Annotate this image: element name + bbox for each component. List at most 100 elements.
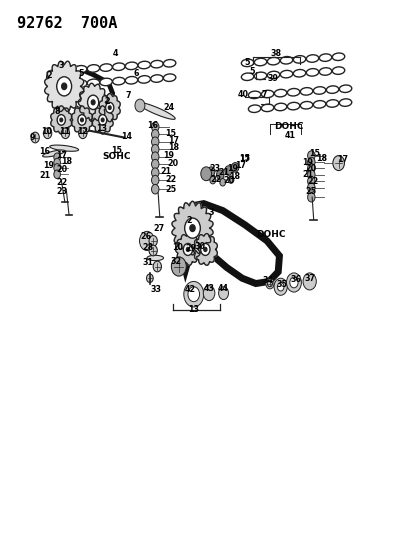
- Circle shape: [139, 231, 154, 251]
- Text: 28: 28: [142, 244, 154, 252]
- Circle shape: [277, 282, 283, 291]
- Circle shape: [153, 261, 161, 272]
- Circle shape: [151, 152, 159, 161]
- Text: 36: 36: [290, 276, 300, 284]
- Text: 18: 18: [229, 173, 240, 181]
- Text: 4: 4: [113, 49, 119, 58]
- Circle shape: [54, 164, 60, 172]
- Text: 7: 7: [125, 92, 131, 100]
- Text: DOHC: DOHC: [273, 122, 303, 131]
- Circle shape: [219, 179, 225, 186]
- Circle shape: [151, 175, 159, 185]
- Circle shape: [188, 287, 199, 302]
- Ellipse shape: [339, 99, 351, 107]
- Text: 16: 16: [147, 121, 157, 130]
- Text: 13: 13: [188, 305, 199, 313]
- Ellipse shape: [150, 60, 163, 68]
- Text: 30: 30: [195, 242, 205, 251]
- Ellipse shape: [325, 100, 338, 107]
- Text: 40: 40: [237, 91, 248, 99]
- Circle shape: [108, 106, 111, 109]
- Text: 22: 22: [164, 175, 176, 183]
- Circle shape: [265, 278, 273, 289]
- Text: 38: 38: [271, 49, 281, 58]
- Text: 19: 19: [163, 151, 174, 160]
- Circle shape: [231, 163, 238, 172]
- Ellipse shape: [74, 80, 87, 87]
- Circle shape: [101, 118, 104, 122]
- Text: 2: 2: [104, 97, 109, 106]
- Text: 18: 18: [168, 143, 179, 152]
- Circle shape: [78, 115, 86, 125]
- Polygon shape: [71, 106, 92, 134]
- Text: 29: 29: [185, 244, 195, 253]
- Text: 3: 3: [208, 208, 214, 216]
- Circle shape: [105, 102, 114, 113]
- Polygon shape: [78, 83, 107, 122]
- Ellipse shape: [332, 67, 344, 75]
- Text: 21: 21: [161, 167, 171, 176]
- Circle shape: [151, 130, 159, 139]
- Text: 5: 5: [248, 67, 254, 76]
- Text: 20: 20: [167, 159, 178, 167]
- Text: 19: 19: [227, 164, 237, 173]
- Ellipse shape: [248, 91, 260, 99]
- Circle shape: [151, 184, 159, 194]
- Text: 17: 17: [238, 156, 249, 164]
- Circle shape: [98, 115, 107, 125]
- Text: 19: 19: [301, 158, 312, 167]
- Circle shape: [332, 156, 344, 171]
- Circle shape: [184, 218, 200, 238]
- Circle shape: [307, 183, 314, 192]
- Ellipse shape: [112, 63, 125, 70]
- Circle shape: [183, 244, 192, 255]
- Text: 33: 33: [151, 286, 161, 294]
- Text: 21: 21: [302, 171, 313, 179]
- Circle shape: [190, 225, 195, 231]
- Text: 42: 42: [185, 286, 195, 294]
- Polygon shape: [147, 255, 163, 261]
- Ellipse shape: [293, 69, 305, 77]
- Circle shape: [307, 192, 314, 202]
- Ellipse shape: [125, 62, 138, 70]
- Ellipse shape: [112, 77, 125, 85]
- Text: 35: 35: [276, 280, 287, 289]
- Circle shape: [200, 167, 211, 181]
- Text: 41: 41: [284, 132, 294, 140]
- Ellipse shape: [87, 64, 100, 72]
- Text: 20: 20: [305, 164, 316, 173]
- Text: 17: 17: [235, 161, 246, 169]
- Polygon shape: [92, 106, 113, 134]
- Text: 23: 23: [57, 188, 67, 196]
- Text: 39: 39: [267, 75, 278, 83]
- Ellipse shape: [300, 101, 312, 109]
- Ellipse shape: [163, 74, 176, 82]
- Text: 21: 21: [218, 168, 229, 176]
- Ellipse shape: [306, 69, 318, 76]
- Circle shape: [151, 122, 159, 132]
- Text: 32: 32: [170, 257, 181, 265]
- Ellipse shape: [332, 53, 344, 61]
- Text: 14: 14: [121, 132, 131, 141]
- Circle shape: [209, 176, 215, 184]
- Ellipse shape: [254, 58, 266, 66]
- Circle shape: [216, 170, 223, 180]
- Text: 2: 2: [186, 216, 192, 225]
- Circle shape: [273, 278, 287, 295]
- Text: 21: 21: [39, 172, 50, 180]
- Ellipse shape: [87, 79, 100, 86]
- Circle shape: [81, 118, 83, 122]
- Circle shape: [151, 137, 159, 147]
- Ellipse shape: [138, 76, 150, 83]
- Circle shape: [307, 164, 314, 173]
- Text: 22: 22: [306, 177, 318, 185]
- Circle shape: [203, 247, 206, 252]
- Ellipse shape: [318, 68, 331, 75]
- Circle shape: [203, 286, 214, 301]
- Ellipse shape: [125, 77, 138, 84]
- Polygon shape: [171, 201, 213, 255]
- Ellipse shape: [261, 104, 273, 111]
- Text: 25: 25: [305, 188, 316, 196]
- Ellipse shape: [274, 90, 286, 97]
- Ellipse shape: [261, 90, 273, 98]
